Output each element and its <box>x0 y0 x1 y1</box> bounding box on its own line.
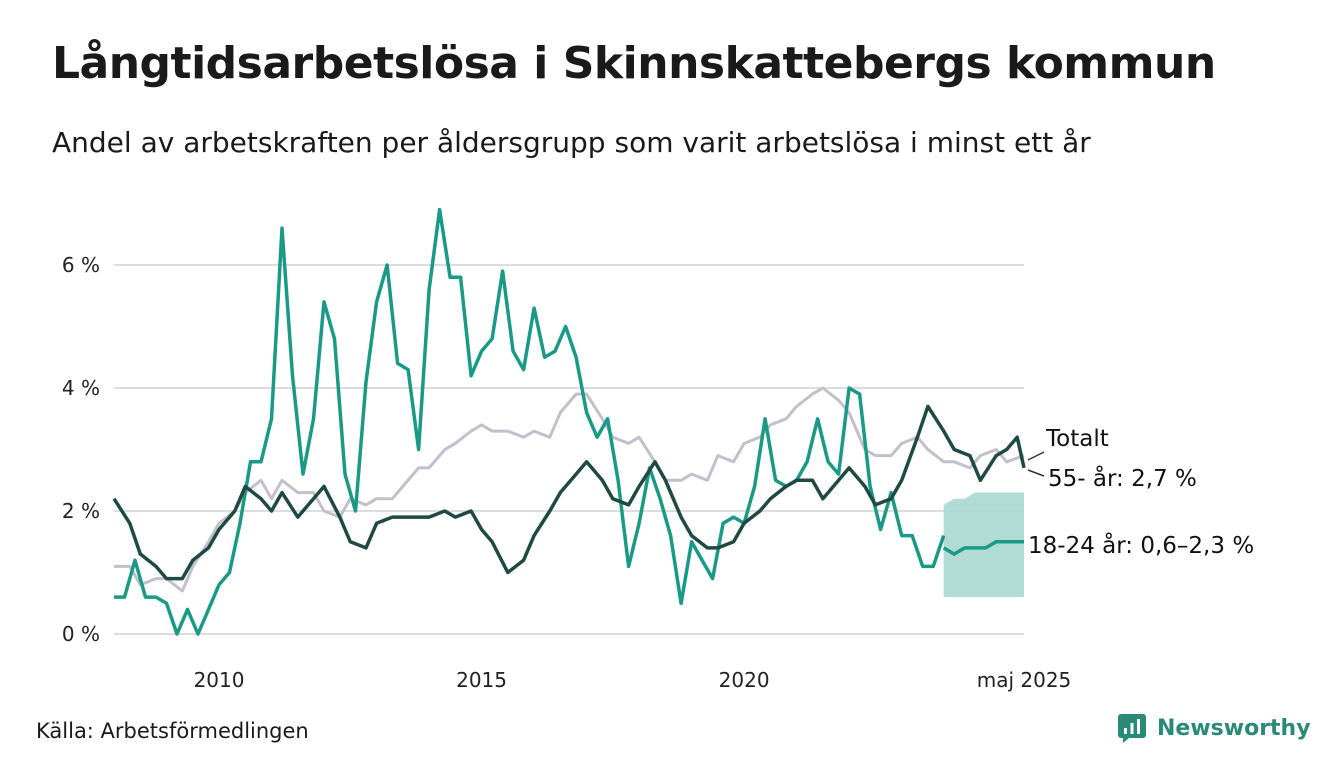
series-label-young: 18-24 år: 0,6–2,3 % <box>1028 531 1254 559</box>
y-tick-label: 4 % <box>62 376 100 400</box>
brand[interactable]: Newsworthy <box>1117 713 1311 743</box>
chart-title: Långtidsarbetslösa i Skinnskattebergs ko… <box>52 38 1216 89</box>
x-tick-label: 2015 <box>456 668 507 692</box>
y-tick-label: 2 % <box>62 499 100 523</box>
source-note: Källa: Arbetsförmedlingen <box>36 719 309 743</box>
y-tick-label: 0 % <box>62 622 100 646</box>
label-leader-total <box>1027 451 1045 461</box>
chart-subtitle: Andel av arbetskraften per åldersgrupp s… <box>52 126 1091 159</box>
series-label-old: 55- år: 2,7 % <box>1048 464 1197 492</box>
label-leader-old <box>1027 469 1045 477</box>
range-band <box>943 492 1024 598</box>
series-line-total <box>114 386 1025 593</box>
x-tick-label: maj 2025 <box>977 668 1072 692</box>
series-layer <box>112 207 1026 636</box>
x-tick-label: 2010 <box>194 668 245 692</box>
series-line-young <box>114 207 946 636</box>
newsworthy-logo-icon <box>1118 714 1146 743</box>
axis-ticks: 0 % 2 % 4 % 6 % 2010 2015 2020 maj 2025 <box>62 253 1071 692</box>
series-line-young-estimate <box>942 540 1024 557</box>
y-tick-label: 6 % <box>62 253 100 277</box>
series-labels: Totalt 55- år: 2,7 % 18-24 år: 0,6–2,3 % <box>1027 426 1254 559</box>
series-line-old <box>112 404 1026 581</box>
x-tick-label: 2020 <box>719 668 770 692</box>
series-label-total: Totalt <box>1045 426 1109 452</box>
range-band-layer <box>943 492 1024 598</box>
grid <box>114 264 1024 635</box>
brand-name: Newsworthy <box>1157 715 1311 741</box>
